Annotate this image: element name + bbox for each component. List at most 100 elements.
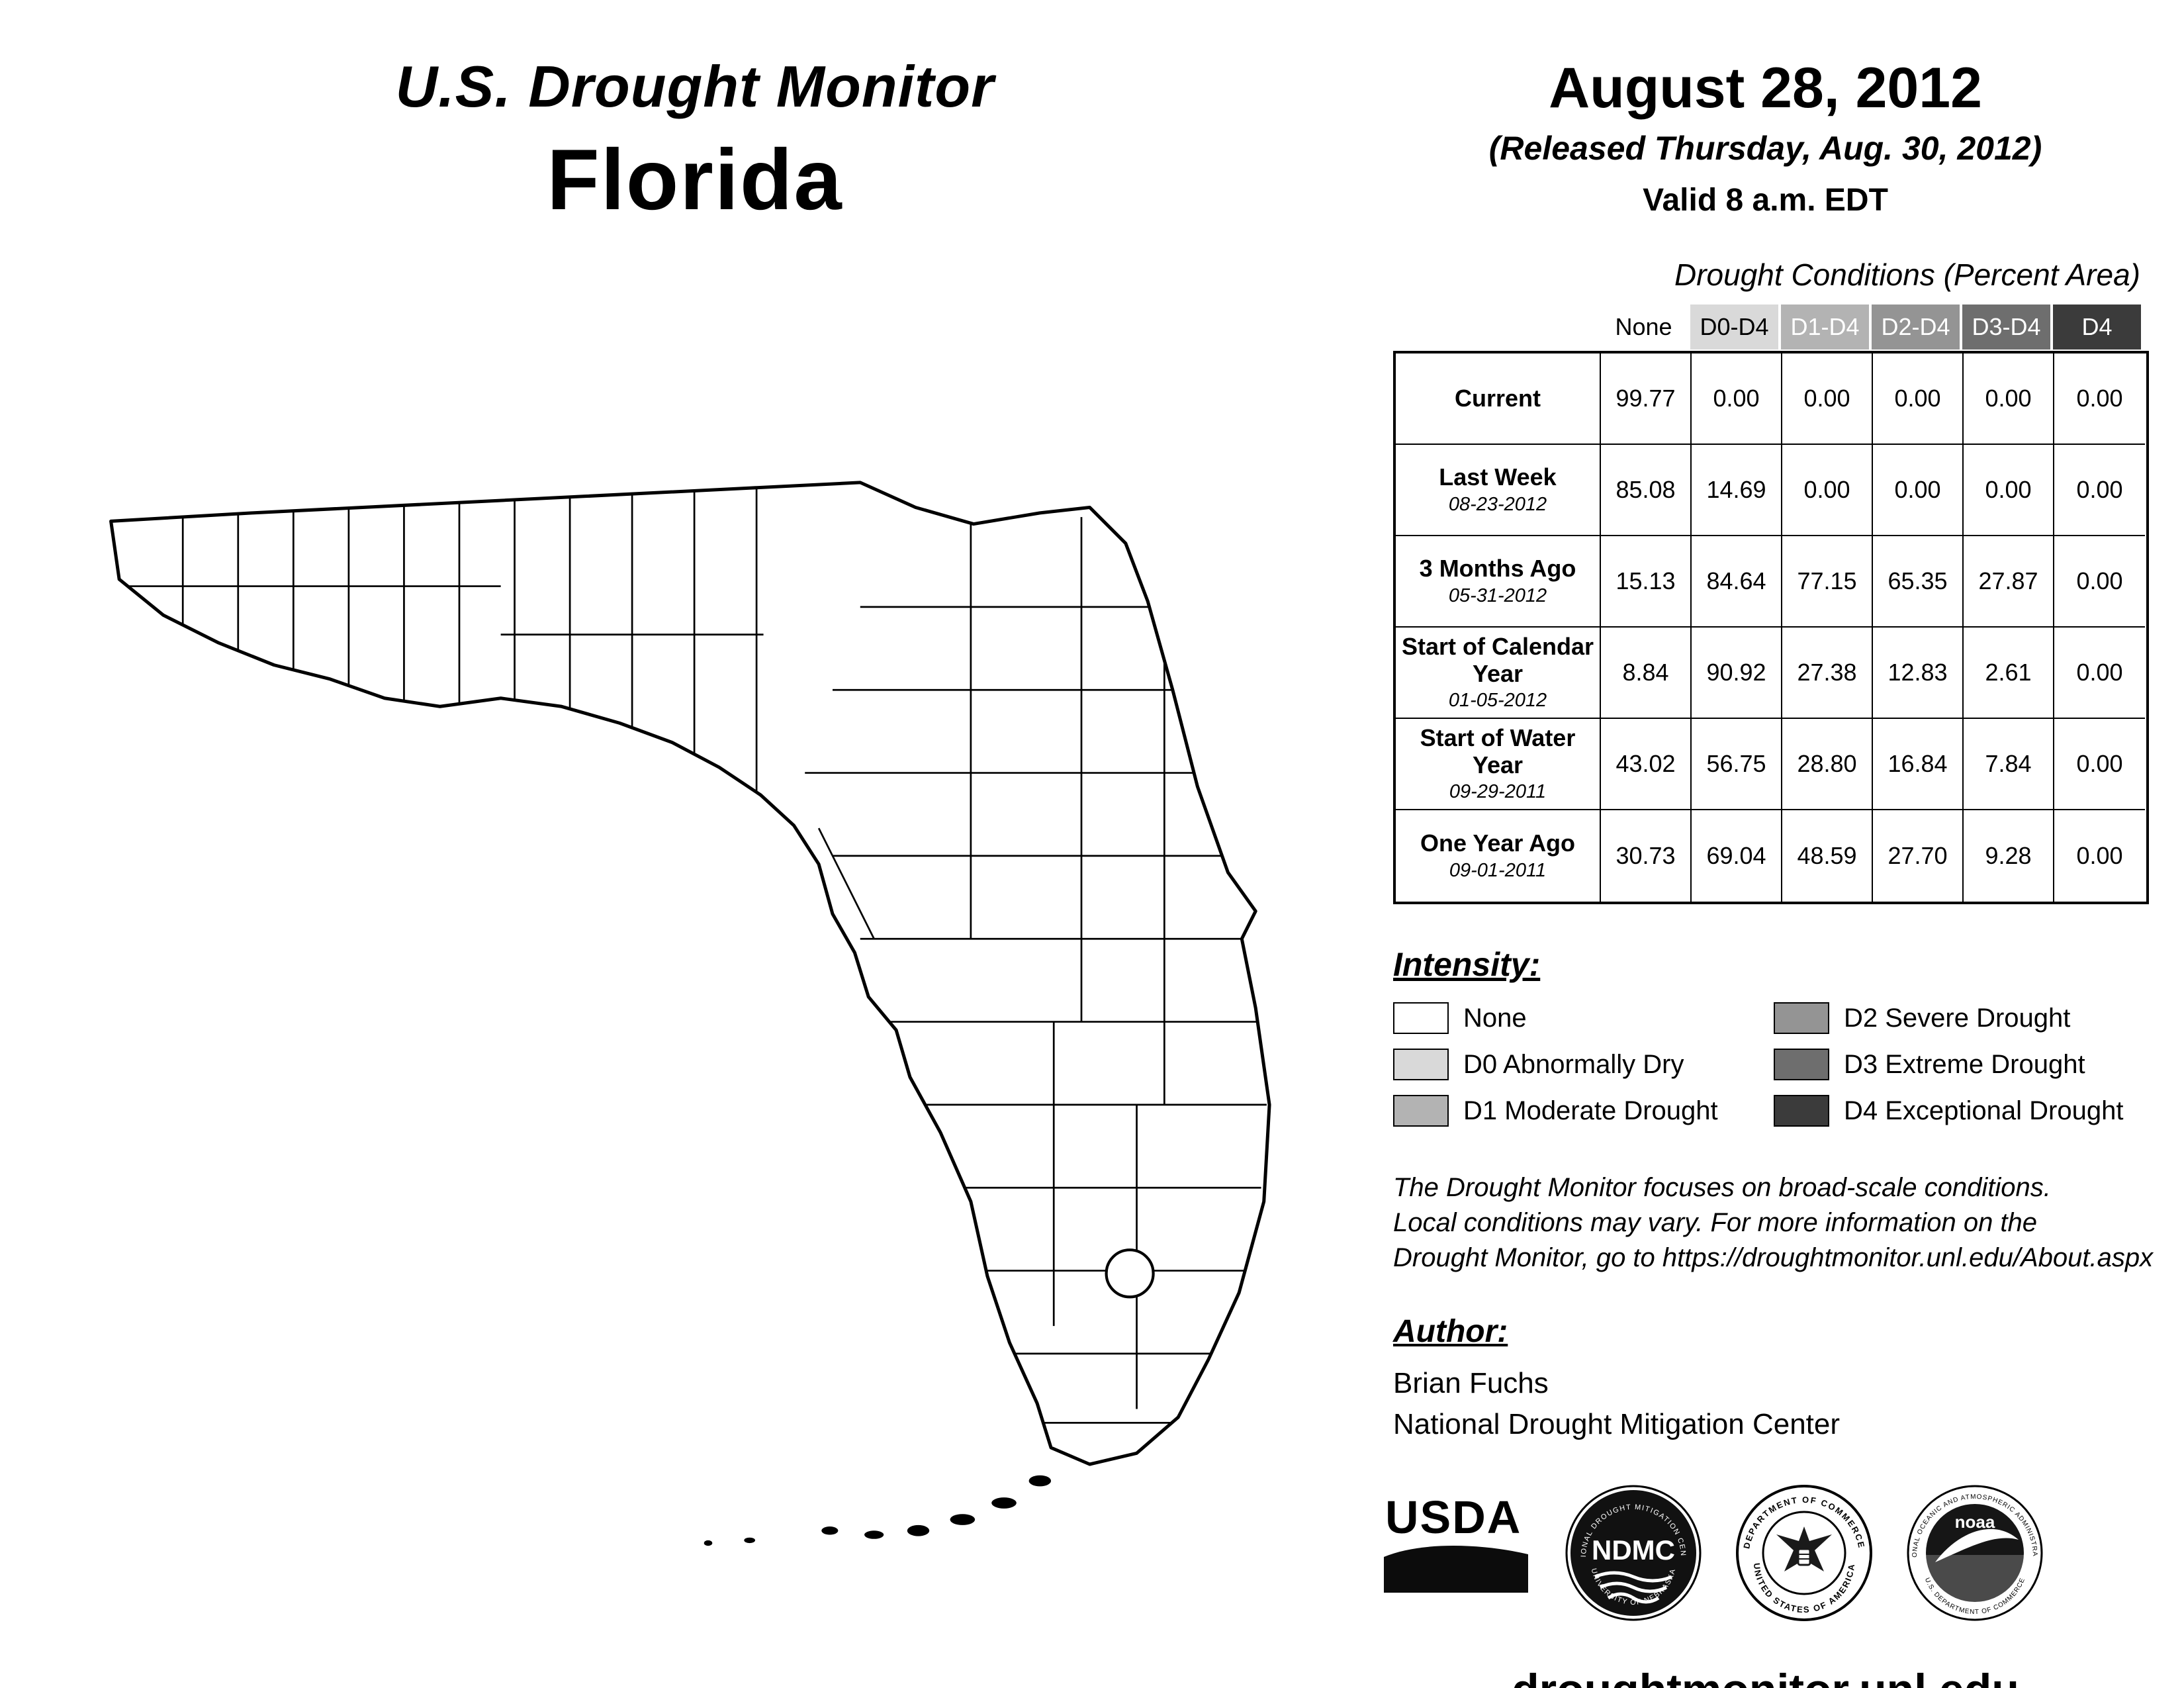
disclaimer-line: Local conditions may vary. For more info… [1393, 1207, 2038, 1237]
row-date-text: 09-29-2011 [1449, 780, 1547, 802]
row-date-text: 08-23-2012 [1448, 493, 1547, 515]
legend-swatch [1774, 1049, 1829, 1080]
author-block: Author: Brian Fuchs National Drought Mit… [1393, 1313, 2158, 1441]
row-label-text: One Year Ago [1420, 829, 1576, 857]
author-organization: National Drought Mitigation Center [1393, 1408, 1841, 1441]
title-block: U.S. Drought Monitor Florida [238, 53, 1152, 229]
table-cell: 30.73 [1601, 810, 1692, 902]
legend-label: D3 Extreme Drought [1844, 1049, 2085, 1079]
ndmc-waves-icon [1594, 1571, 1672, 1604]
legend-item-d3: D3 Extreme Drought [1774, 1049, 2123, 1080]
disclaimer-text: The Drought Monitor focuses on broad-sca… [1393, 1170, 2158, 1275]
col-header-d3-d4: D3-D4 [1962, 305, 2050, 350]
table-cell: 7.84 [1964, 719, 2054, 810]
table-cell: 0.00 [2054, 353, 2145, 445]
noaa-logo-text: noaa [1955, 1512, 1995, 1532]
legend-item-none: None [1393, 1002, 1774, 1034]
legend-label: None [1463, 1003, 1527, 1033]
legend-swatch [1774, 1095, 1829, 1127]
legend-item-d1: D1 Moderate Drought [1393, 1095, 1774, 1127]
table-cell: 99.77 [1601, 353, 1692, 445]
state-outline [111, 483, 1269, 1464]
legend-label: D1 Moderate Drought [1463, 1096, 1718, 1125]
release-date: (Released Thursday, Aug. 30, 2012) [1488, 130, 2042, 167]
table-cell: 0.00 [1964, 445, 2054, 536]
region-title: Florida [547, 131, 843, 228]
col-header-none: None [1600, 305, 1688, 350]
legend-swatch [1393, 1049, 1449, 1080]
legend-label: D0 Abnormally Dry [1463, 1049, 1684, 1079]
ndmc-disc-icon [1570, 1490, 1696, 1617]
table-cell: 9.28 [1964, 810, 2054, 902]
table-cell: 0.00 [1873, 353, 1964, 445]
col-header-d1-d4: D1-D4 [1781, 305, 1869, 350]
table-body: Current 99.77 0.00 0.00 0.00 0.00 0.00 L… [1393, 351, 2149, 904]
table-cell: 56.75 [1692, 719, 1782, 810]
usda-logo-text: USDA [1385, 1492, 1522, 1543]
florida-map-svg [86, 357, 1330, 1546]
legend-label: D4 Exceptional Drought [1844, 1096, 2124, 1125]
info-panel: August 28, 2012 (Released Thursday, Aug.… [1373, 56, 2158, 1688]
row-label-text: Last Week [1439, 463, 1557, 491]
site-url: droughtmonitor.unl.edu [1373, 1664, 2158, 1688]
logo-row: USDA NATIONAL DROUGHT MITIGATION CENTER [1380, 1483, 2158, 1626]
table-cell: 0.00 [2054, 719, 2145, 810]
intensity-legend: Intensity: None D0 Abnormally Dry D1 Mod… [1393, 945, 2158, 1127]
county-boundaries [113, 482, 1267, 1424]
row-date-text: 05-31-2012 [1448, 585, 1547, 606]
table-cell: 27.38 [1782, 628, 1873, 719]
table-cell: 0.00 [1782, 445, 1873, 536]
row-label-one-year-ago: One Year Ago 09-01-2011 [1396, 810, 1601, 902]
table-corner-cell [1393, 303, 1598, 351]
row-label-3-months-ago: 3 Months Ago 05-31-2012 [1396, 536, 1601, 628]
legend-swatch [1393, 1095, 1449, 1127]
noaa-logo: NATIONAL OCEANIC AND ATMOSPHERIC ADMINIS… [1905, 1483, 2044, 1626]
row-label-text: Start of Water Year [1420, 724, 1576, 778]
table-cell: 0.00 [1873, 445, 1964, 536]
table-cell: 8.84 [1601, 628, 1692, 719]
usda-logo: USDA [1380, 1491, 1532, 1618]
table-cell: 0.00 [2054, 628, 2145, 719]
ndmc-logo-text: NDMC [1592, 1534, 1675, 1566]
table-cell: 0.00 [2054, 445, 2145, 536]
ndmc-logo: NATIONAL DROUGHT MITIGATION CENTER UNIVE… [1564, 1483, 1703, 1626]
noaa-bird-icon [1935, 1529, 2019, 1563]
col-header-d0-d4: D0-D4 [1690, 305, 1778, 350]
table-cell: 0.00 [1692, 353, 1782, 445]
table-header-row: None D0-D4 D1-D4 D2-D4 D3-D4 D4 [1393, 303, 2149, 351]
table-cell: 12.83 [1873, 628, 1964, 719]
table-cell: 69.04 [1692, 810, 1782, 902]
legend-label: D2 Severe Drought [1844, 1003, 2071, 1033]
table-cell: 0.00 [1964, 353, 2054, 445]
lake-okeechobee [1105, 1248, 1155, 1299]
col-header-d4: D4 [2053, 305, 2141, 350]
row-date-text: 09-01-2011 [1449, 859, 1547, 881]
row-label-text: 3 Months Ago [1419, 555, 1576, 583]
table-title: Drought Conditions (Percent Area) [1674, 258, 2140, 292]
page-title: U.S. Drought Monitor [395, 54, 995, 119]
legend-item-d2: D2 Severe Drought [1774, 1002, 2123, 1034]
commerce-eagle-icon [1776, 1526, 1832, 1572]
table-cell: 43.02 [1601, 719, 1692, 810]
table-cell: 65.35 [1873, 536, 1964, 628]
row-date-text: 01-05-2012 [1448, 689, 1547, 711]
table-cell: 27.87 [1964, 536, 2054, 628]
drought-conditions-table: None D0-D4 D1-D4 D2-D4 D3-D4 D4 Current … [1393, 303, 2149, 904]
legend-swatch [1393, 1002, 1449, 1034]
table-cell: 84.64 [1692, 536, 1782, 628]
table-cell: 14.69 [1692, 445, 1782, 536]
legend-item-d4: D4 Exceptional Drought [1774, 1095, 2123, 1127]
author-name: Brian Fuchs [1393, 1367, 1549, 1400]
valid-time: Valid 8 a.m. EDT [1643, 183, 1888, 218]
table-cell: 16.84 [1873, 719, 1964, 810]
legend-item-d0: D0 Abnormally Dry [1393, 1049, 1774, 1080]
row-label-start-calendar-year: Start of Calendar Year 01-05-2012 [1396, 628, 1601, 719]
florida-keys [704, 1475, 1052, 1546]
legend-title: Intensity: [1393, 946, 1541, 983]
table-cell: 2.61 [1964, 628, 2054, 719]
table-cell: 90.92 [1692, 628, 1782, 719]
col-header-d2-d4: D2-D4 [1872, 305, 1960, 350]
commerce-logo: DEPARTMENT OF COMMERCE UNITED STATES OF … [1735, 1483, 1874, 1626]
table-cell: 0.00 [2076, 842, 2123, 869]
